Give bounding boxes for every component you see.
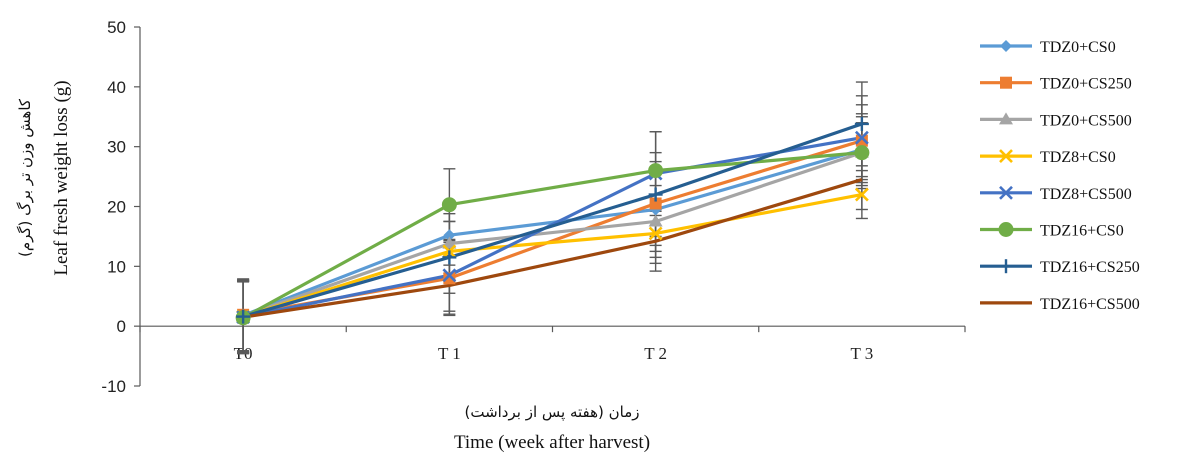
series-line xyxy=(242,151,863,318)
x-axis-title-persian: زمان (هفته پس از برداشت) xyxy=(464,403,639,422)
series-line xyxy=(242,122,863,319)
legend-label: TDZ16+CS250 xyxy=(1040,259,1140,276)
data-point xyxy=(854,187,869,202)
y-tick-label: 10 xyxy=(107,257,126,276)
y-axis-title-persian: کاهش وزن تر برگ (گرم) xyxy=(16,98,34,257)
x-axis-title: Time (week after harvest) xyxy=(454,432,650,453)
data-point xyxy=(854,145,870,161)
legend-label: TDZ16+CS0 xyxy=(1040,223,1124,240)
y-tick-label: 40 xyxy=(107,78,126,97)
x-tick-label: T 1 xyxy=(438,344,461,363)
legend-marker xyxy=(999,259,1013,274)
data-point xyxy=(648,163,664,179)
y-tick-label: -10 xyxy=(101,377,126,396)
x-tick-label: T 2 xyxy=(644,344,667,363)
data-point xyxy=(443,229,456,242)
data-point xyxy=(648,214,663,227)
series-line xyxy=(242,148,863,317)
data-point xyxy=(442,236,457,249)
data-point xyxy=(441,197,457,213)
x-axis-ticks: T0T 1T 2T 3 xyxy=(139,326,966,363)
legend-label: TDZ8+CS500 xyxy=(1040,186,1132,203)
x-tick-label: T 3 xyxy=(850,344,873,363)
data-point xyxy=(854,116,869,131)
legend-marker xyxy=(999,149,1013,164)
legend: TDZ0+CS0 TDZ0+CS250 TDZ0+CS500 TDZ8+CS0 TDZ8… xyxy=(980,39,1140,313)
data-point xyxy=(443,272,456,285)
y-tick-label: 20 xyxy=(107,198,126,217)
legend-marker xyxy=(998,222,1014,237)
legend-label: TDZ0+CS250 xyxy=(1040,76,1132,93)
y-axis-title: Leaf fresh weight loss (g) xyxy=(51,80,72,275)
legend-marker xyxy=(999,112,1013,125)
y-tick-label: 30 xyxy=(107,138,126,157)
legend-label: TDZ16+CS500 xyxy=(1040,296,1140,313)
data-point xyxy=(648,187,663,202)
legend-label: TDZ0+CS500 xyxy=(1040,112,1132,129)
series-lines xyxy=(242,122,863,320)
legend-marker xyxy=(1000,76,1012,89)
legend-marker xyxy=(999,185,1013,200)
series-line xyxy=(242,192,863,319)
legend-marker xyxy=(1000,40,1012,52)
data-point xyxy=(442,250,457,265)
legend-label: TDZ0+CS0 xyxy=(1040,39,1116,56)
series-markers xyxy=(235,116,870,326)
data-point xyxy=(442,268,457,283)
data-point xyxy=(855,134,868,147)
series-line xyxy=(242,178,863,319)
error-bars xyxy=(237,81,868,355)
y-axis-ticks: -10 0 10 20 30 40 50 xyxy=(101,18,140,396)
series-line xyxy=(242,151,863,320)
data-point xyxy=(854,130,869,145)
y-tick-label: 0 xyxy=(117,317,126,336)
data-point xyxy=(648,226,663,241)
data-point xyxy=(649,197,662,210)
y-tick-label: 50 xyxy=(107,18,126,37)
data-point xyxy=(236,309,251,324)
legend-label: TDZ8+CS0 xyxy=(1040,149,1116,166)
